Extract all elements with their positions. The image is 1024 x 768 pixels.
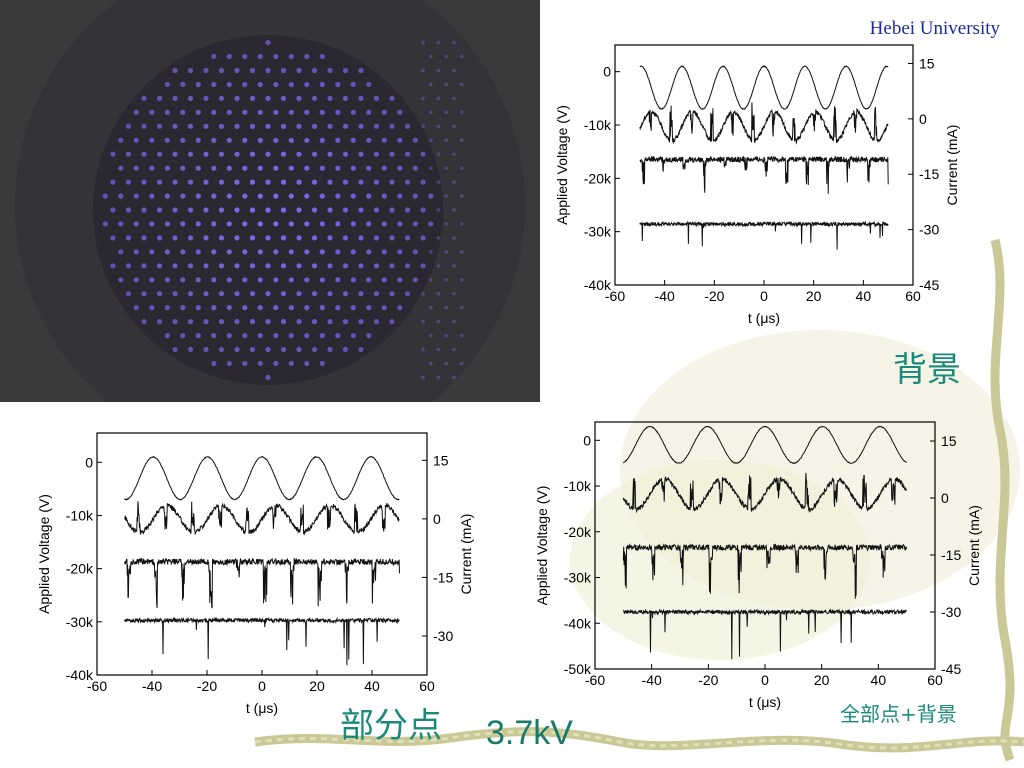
y-axis-label: Applied Voltage (V) [36,494,52,614]
y-tick-label: 0 [583,432,591,448]
x-tick-label: -40 [642,672,662,688]
series-trace-4 [124,616,400,666]
y-tick-label: -40k [564,615,592,631]
y-tick-label: -30k [564,570,592,586]
series-trace-2 [639,102,889,145]
series-trace-1 [124,455,400,501]
y2-axis-label: Current (mA) [944,125,960,206]
y-tick-label: -10k [66,507,94,523]
x-tick-label: -60 [605,288,625,304]
y-tick-label: -20k [66,561,94,577]
chart-bottom-left: -60 -40 -20 0 20 40 60 0 -10k -20k -30k -40k 15 0 -15 -… [36,432,474,716]
institution-title: Hebei University [869,18,1000,39]
y2-tick-label: -45 [941,661,961,677]
y2-tick-label: -15 [433,569,453,585]
series-trace-1 [623,425,907,465]
x-tick-label: -40 [655,288,675,304]
y2-axis-label: Current (mA) [458,514,474,595]
series-trace-1 [639,64,889,111]
caption-background: 背景 [893,350,961,390]
x-axis-label: t (μs) [749,694,781,710]
y2-tick-label: -15 [919,166,939,182]
plot-frame [594,421,936,670]
x-tick-label: 60 [419,678,435,694]
series-trace-3 [124,557,400,609]
x-tick-label: -60 [585,672,605,688]
x-tick-label: 20 [814,672,830,688]
series-trace-2 [124,501,400,536]
series-trace-4 [623,608,908,660]
discharge-dot-array-photo [0,0,540,402]
x-tick-label: -20 [197,678,217,694]
x-tick-label: -20 [698,672,718,688]
y2-tick-label: 0 [919,111,927,127]
y2-tick-label: 0 [433,511,441,527]
y-axis-label: Applied Voltage (V) [534,486,550,606]
chart-bottom-right: -60 -40 -20 0 20 40 60 0 -10k -20k -30k -40k -50k 15 0… [534,421,982,710]
x-tick-label: -40 [142,678,162,694]
y-axis-label: Applied Voltage (V) [554,105,570,225]
y-tick-label: -10k [584,117,612,133]
series-trace-2 [622,472,908,514]
x-tick-label: 0 [761,672,769,688]
x-tick-label: 60 [927,672,943,688]
y2-axis-label: Current (mA) [966,505,982,586]
y-tick-label: -40k [66,667,94,683]
caption-all-points-background: 全部点+背景 [840,702,957,726]
x-axis-label: t (μs) [246,700,278,716]
y-tick-label: 0 [85,454,93,470]
series-trace-4 [639,220,889,250]
x-tick-label: 40 [856,288,872,304]
x-tick-label: 40 [364,678,380,694]
y-tick-label: -40k [584,277,612,293]
x-tick-label: 20 [806,288,822,304]
y2-tick-label: -30 [941,604,961,620]
y-tick-label: -20k [584,170,612,186]
y2-tick-label: -45 [919,277,939,293]
y2-tick-label: -30 [433,628,453,644]
caption-partial-points: 部分点 [340,706,442,746]
series-trace-3 [622,542,908,599]
chart-top: -60 -40 -20 0 20 40 60 0 -10k -20k -30k -40k 15 0 -15 -… [554,44,960,326]
x-tick-label: 20 [309,678,325,694]
x-tick-label: -20 [704,288,724,304]
y-tick-label: -20k [564,524,592,540]
y2-tick-label: 15 [941,433,957,449]
y2-tick-label: 15 [433,452,449,468]
y2-tick-label: 15 [919,55,935,71]
y-tick-label: -10k [564,478,592,494]
y-tick-label: -30k [584,224,612,240]
x-tick-label: 60 [905,288,921,304]
voltage-label: 3.7kV [486,714,573,752]
x-tick-label: 40 [871,672,887,688]
y-tick-label: -50k [564,661,592,677]
y-tick-label: -30k [66,614,94,630]
series-trace-3 [639,155,889,194]
y2-tick-label: -30 [919,222,939,238]
y-tick-label: 0 [603,64,611,80]
y2-tick-label: 0 [941,490,949,506]
x-axis-label: t (μs) [748,310,780,326]
x-tick-label: -60 [87,678,107,694]
x-tick-label: 0 [258,678,266,694]
y2-tick-label: -15 [941,547,961,563]
x-tick-label: 0 [760,288,768,304]
